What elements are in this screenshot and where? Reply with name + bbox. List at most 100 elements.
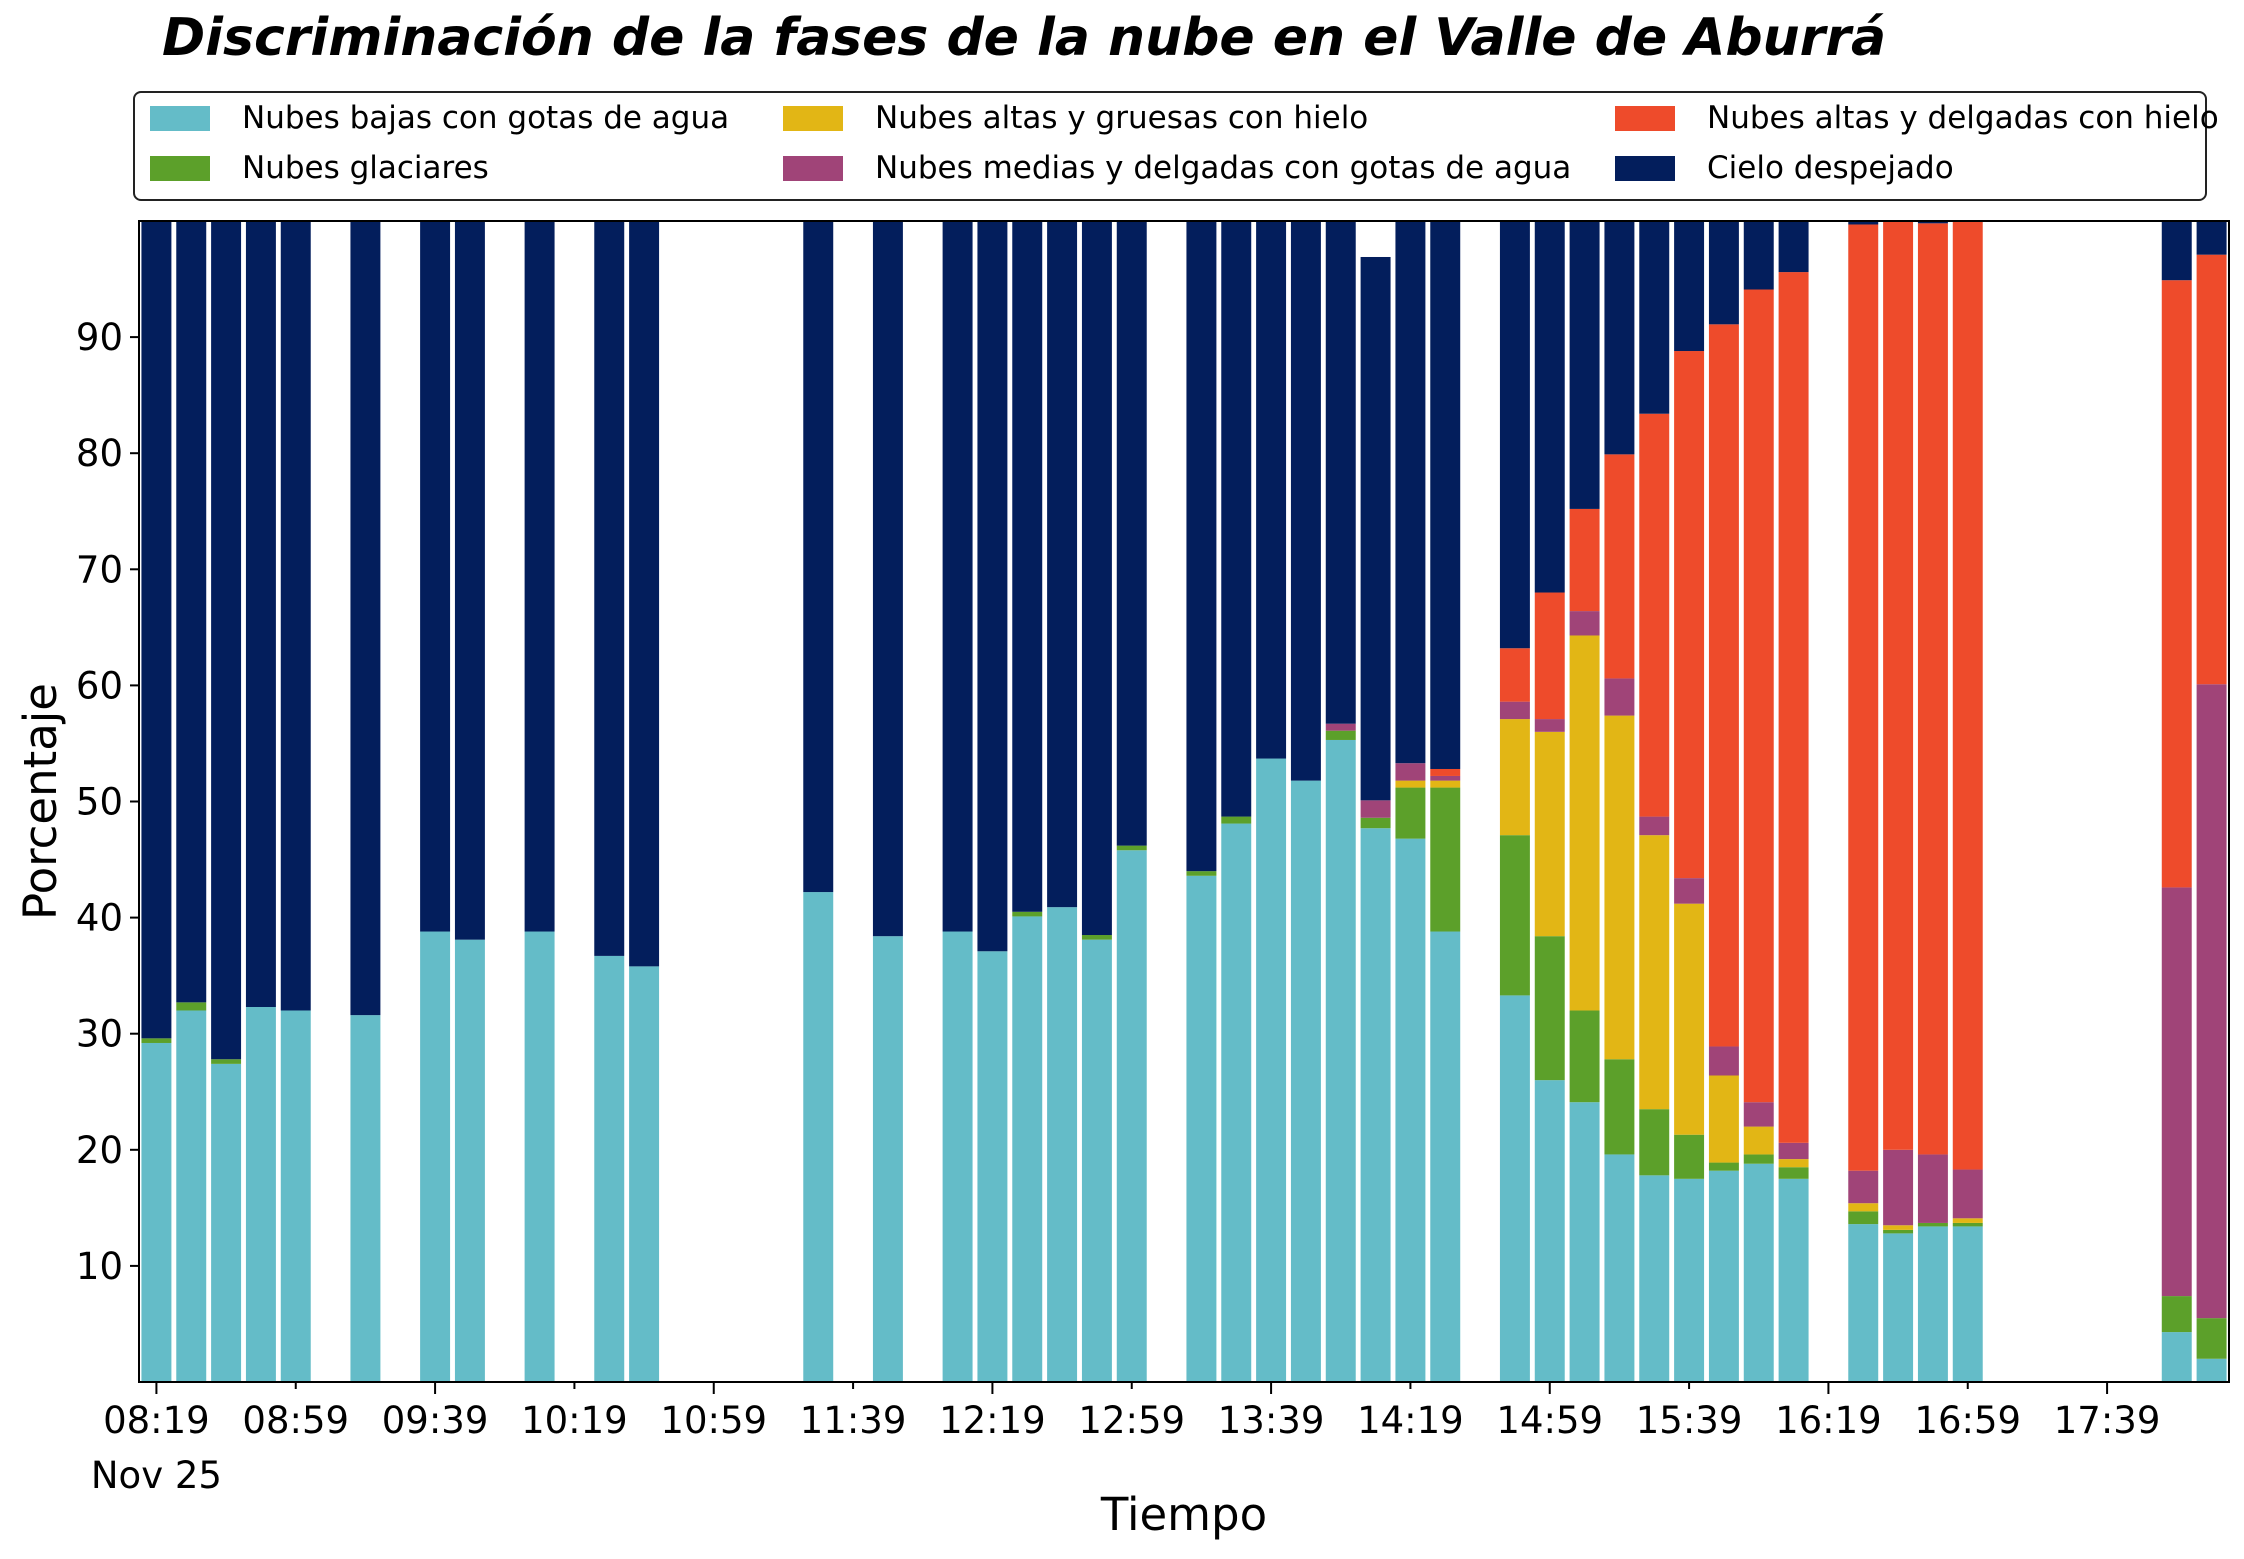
bar-segment	[1430, 780, 1461, 788]
bar-segment	[1012, 221, 1043, 912]
bar-segment	[1395, 221, 1426, 764]
x-tick-label: 17:39	[2054, 1399, 2161, 1442]
y-tick-label: 30	[76, 1013, 123, 1056]
bar-segment	[594, 955, 625, 1382]
bar-segment	[1499, 835, 1530, 996]
y-axis: 10 20 30 40 50 60 70 80 90	[76, 316, 139, 1288]
bar-segment	[1708, 1162, 1739, 1171]
bar-segment	[176, 1002, 207, 1011]
bar-segment	[176, 1010, 207, 1382]
bar-segment	[1395, 787, 1426, 839]
bar-segment	[629, 221, 660, 967]
bar-segment	[2196, 254, 2227, 685]
y-axis-label: Porcentaje	[14, 683, 67, 920]
x-axis-label: Tiempo	[1100, 1488, 1267, 1541]
bar-segment	[1569, 221, 1600, 509]
bar-segment	[1081, 935, 1112, 940]
legend-item: Nubes medias y delgadas con gotas de agu…	[783, 143, 1571, 193]
bar-segment	[524, 931, 555, 1382]
x-tick-label: 10:19	[521, 1399, 628, 1442]
bar-segment	[1848, 221, 1879, 225]
legend-swatch-glacial	[150, 155, 210, 181]
bar-segment	[977, 951, 1008, 1382]
bar-segment	[1395, 780, 1426, 788]
x-tick-label: 16:19	[1775, 1399, 1882, 1442]
bar-segment	[1778, 1178, 1809, 1382]
bar-segment	[1047, 907, 1078, 1382]
bar-segment	[1499, 719, 1530, 836]
bar-segment	[1534, 592, 1565, 720]
bar-segment	[1569, 508, 1600, 612]
x-tick-label: 16:59	[1914, 1399, 2021, 1442]
legend: Nubes bajas con gotas de agua Nubes glac…	[133, 91, 2219, 201]
bar-segment	[1708, 1046, 1739, 1076]
y-tick-label: 50	[76, 781, 123, 824]
bar-segment	[1534, 719, 1565, 732]
x-tick-label: 15:39	[1636, 1399, 1743, 1442]
legend-item: Nubes altas y delgadas con hielo	[1615, 93, 2219, 143]
bar-segment	[1186, 875, 1217, 1382]
bar-segment	[1430, 931, 1461, 1382]
x-tick-label: 12:19	[939, 1399, 1046, 1442]
bar-segment	[1743, 1163, 1774, 1382]
bar-segment	[594, 221, 625, 956]
bar-segment	[1883, 1149, 1914, 1226]
legend-swatch-high-thick-ice	[783, 105, 843, 131]
bar-segment	[872, 936, 903, 1382]
bar-segment	[1604, 1154, 1635, 1382]
x-tick-label: 10:59	[660, 1399, 767, 1442]
bar-segment	[1012, 916, 1043, 1382]
bar-segment	[1917, 1154, 1948, 1223]
bar-segment	[1848, 1224, 1879, 1382]
bar-segment	[211, 1063, 242, 1382]
bar-segment	[872, 221, 903, 937]
bar-segment	[1604, 1059, 1635, 1155]
bar-segment	[1534, 936, 1565, 1081]
bar-segment	[1081, 939, 1112, 1382]
bar-segment	[1499, 701, 1530, 720]
legend-item: Nubes altas y gruesas con hielo	[783, 93, 1368, 143]
x-tick-label: 12:59	[1078, 1399, 1185, 1442]
y-tick-label: 10	[76, 1245, 123, 1288]
bar-segment	[1708, 324, 1739, 1047]
x-axis: 08:19 08:59 09:39 10:19 10:59 11:39 12:19 12:59…	[103, 1382, 2160, 1442]
bar-segment	[1430, 768, 1461, 776]
bar-segment	[1325, 739, 1356, 1382]
bar-segment	[141, 1042, 172, 1382]
bar-segment	[1952, 1218, 1983, 1223]
bar-segment	[1743, 289, 1774, 1103]
x-tick-label: 14:59	[1496, 1399, 1603, 1442]
bar-segment	[211, 1059, 242, 1064]
bar-segment	[2196, 221, 2227, 255]
bar-segment	[1952, 221, 1983, 1170]
bar-segment	[2161, 221, 2192, 281]
bar-segment	[1256, 758, 1287, 1382]
bar-segment	[2161, 280, 2192, 888]
x-tick-label: 08:19	[103, 1399, 210, 1442]
bar-segment	[1221, 221, 1252, 817]
bar-segment	[1430, 787, 1461, 932]
y-tick-label: 40	[76, 897, 123, 940]
bar-segment	[1708, 1170, 1739, 1382]
bar-segment	[942, 221, 973, 932]
y-tick-label: 70	[76, 548, 123, 591]
bar-segment	[1848, 224, 1879, 1171]
bar-segment	[1883, 221, 1914, 1150]
bar-segment	[1778, 1159, 1809, 1168]
bar-segment	[1883, 1233, 1914, 1382]
x-tick-label: 09:39	[382, 1399, 489, 1442]
legend-label: Nubes medias y delgadas con gotas de agu…	[875, 150, 1572, 186]
bar-segment	[1883, 1229, 1914, 1234]
bar-segment	[1743, 1154, 1774, 1164]
bar-segment	[280, 1010, 311, 1382]
bar-segment	[1325, 221, 1356, 724]
bars-group	[141, 221, 2227, 1382]
bar-segment	[1534, 731, 1565, 937]
bar-segment	[1569, 1010, 1600, 1103]
bar-segment	[1116, 850, 1147, 1382]
bar-segment	[1186, 221, 1217, 872]
legend-label: Nubes glaciares	[242, 150, 489, 186]
bar-segment	[1569, 635, 1600, 1011]
y-tick-label: 80	[76, 432, 123, 475]
bar-segment	[1639, 221, 1670, 414]
